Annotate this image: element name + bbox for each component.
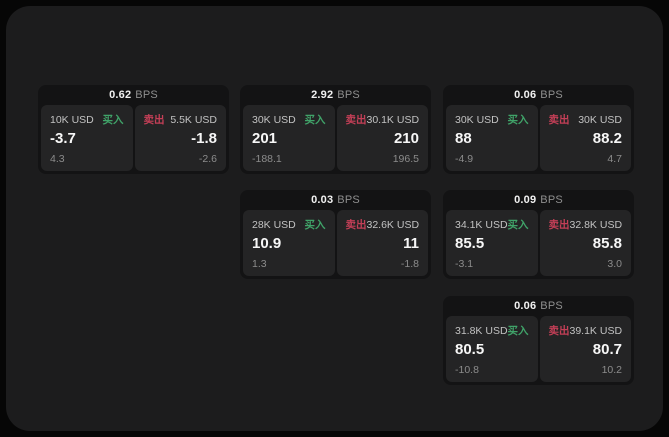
bps-unit: BPS <box>540 89 563 101</box>
buy-side-label: 买入 <box>304 219 326 231</box>
sell-delta: -2.6 <box>198 153 217 165</box>
sell-delta: 3.0 <box>607 258 622 270</box>
bps-value: 0.06 <box>514 300 537 312</box>
sell-side-label: 卖出 <box>548 219 570 231</box>
sell-tile[interactable]: 卖出 32.6K USD 11 -1.8 <box>336 210 428 276</box>
buy-notional: 31.8K USD <box>455 324 508 337</box>
spread-card[interactable]: 2.92 BPS 30K USD 买入 201 -188.1 卖出 30.1K … <box>240 85 431 174</box>
sell-notional: 32.6K USD <box>366 218 420 231</box>
card-header: 0.09 BPS <box>446 190 631 210</box>
buy-notional: 30K USD <box>252 113 296 126</box>
bps-unit: BPS <box>337 89 360 101</box>
buy-notional: 28K USD <box>252 218 296 231</box>
sell-tile[interactable]: 卖出 32.8K USD 85.8 3.0 <box>539 210 631 276</box>
buy-notional: 30K USD <box>455 113 499 126</box>
bps-unit: BPS <box>540 300 563 312</box>
buy-price: 80.5 <box>455 341 485 358</box>
buy-notional: 10K USD <box>50 113 94 126</box>
buy-price: 10.9 <box>252 235 282 252</box>
spread-card[interactable]: 0.03 BPS 28K USD 买入 10.9 1.3 卖出 32.6K US… <box>240 190 431 279</box>
card-header: 0.06 BPS <box>446 85 631 105</box>
sell-notional: 32.8K USD <box>569 218 623 231</box>
buy-price: 201 <box>252 130 278 147</box>
buy-price: 88 <box>455 130 472 147</box>
spread-card[interactable]: 0.62 BPS 10K USD 买入 -3.7 4.3 卖出 5.5K USD… <box>38 85 229 174</box>
sell-tile[interactable]: 卖出 30K USD 88.2 4.7 <box>539 105 631 171</box>
buy-delta: -10.8 <box>455 364 479 376</box>
buy-tile[interactable]: 31.8K USD 买入 80.5 -10.8 <box>446 316 538 382</box>
sell-side-label: 卖出 <box>345 114 367 126</box>
sell-notional: 30K USD <box>578 113 622 126</box>
sell-tile[interactable]: 卖出 30.1K USD 210 196.5 <box>336 105 428 171</box>
bps-value: 0.06 <box>514 89 537 101</box>
buy-price: 85.5 <box>455 235 485 252</box>
sell-delta: -1.8 <box>400 258 419 270</box>
card-header: 0.62 BPS <box>41 85 226 105</box>
sell-side-label: 卖出 <box>143 114 165 126</box>
card-header: 0.03 BPS <box>243 190 428 210</box>
sell-price: 88.2 <box>592 130 622 147</box>
sell-side-label: 卖出 <box>345 219 367 231</box>
buy-tile[interactable]: 10K USD 买入 -3.7 4.3 <box>41 105 133 171</box>
spread-card[interactable]: 0.09 BPS 34.1K USD 买入 85.5 -3.1 卖出 32.8K… <box>443 190 634 279</box>
sell-price: 11 <box>403 235 419 252</box>
sell-delta: 196.5 <box>392 153 419 165</box>
sell-side-label: 卖出 <box>548 114 570 126</box>
bps-unit: BPS <box>135 89 158 101</box>
bps-unit: BPS <box>337 194 360 206</box>
buy-tile[interactable]: 30K USD 买入 88 -4.9 <box>446 105 538 171</box>
buy-delta: -3.1 <box>455 258 474 270</box>
bps-value: 0.09 <box>514 194 537 206</box>
sell-notional: 39.1K USD <box>569 324 623 337</box>
buy-delta: -188.1 <box>252 153 282 165</box>
sell-notional: 5.5K USD <box>170 113 217 126</box>
card-header: 2.92 BPS <box>243 85 428 105</box>
buy-tile[interactable]: 34.1K USD 买入 85.5 -3.1 <box>446 210 538 276</box>
buy-side-label: 买入 <box>507 114 529 126</box>
buy-price: -3.7 <box>50 130 76 147</box>
sell-price: 85.8 <box>592 235 622 252</box>
buy-side-label: 买入 <box>304 114 326 126</box>
buy-side-label: 买入 <box>102 114 124 126</box>
buy-side-label: 买入 <box>507 325 529 337</box>
sell-price: 210 <box>393 130 419 147</box>
sell-price: 80.7 <box>592 341 622 358</box>
buy-side-label: 买入 <box>507 219 529 231</box>
buy-tile[interactable]: 30K USD 买入 201 -188.1 <box>243 105 335 171</box>
sell-price: -1.8 <box>191 130 217 147</box>
bps-value: 0.62 <box>109 89 132 101</box>
buy-delta: 4.3 <box>50 153 65 165</box>
card-header: 0.06 BPS <box>446 296 631 316</box>
buy-delta: 1.3 <box>252 258 267 270</box>
bps-value: 0.03 <box>311 194 334 206</box>
sell-tile[interactable]: 卖出 39.1K USD 80.7 10.2 <box>539 316 631 382</box>
buy-tile[interactable]: 28K USD 买入 10.9 1.3 <box>243 210 335 276</box>
bps-unit: BPS <box>540 194 563 206</box>
buy-notional: 34.1K USD <box>455 218 508 231</box>
sell-tile[interactable]: 卖出 5.5K USD -1.8 -2.6 <box>134 105 226 171</box>
buy-delta: -4.9 <box>455 153 474 165</box>
spread-card[interactable]: 0.06 BPS 31.8K USD 买入 80.5 -10.8 卖出 39.1… <box>443 296 634 385</box>
sell-side-label: 卖出 <box>548 325 570 337</box>
sell-delta: 4.7 <box>607 153 622 165</box>
sell-delta: 10.2 <box>601 364 622 376</box>
bps-value: 2.92 <box>311 89 334 101</box>
sell-notional: 30.1K USD <box>366 113 420 126</box>
spread-card[interactable]: 0.06 BPS 30K USD 买入 88 -4.9 卖出 30K USD 8… <box>443 85 634 174</box>
